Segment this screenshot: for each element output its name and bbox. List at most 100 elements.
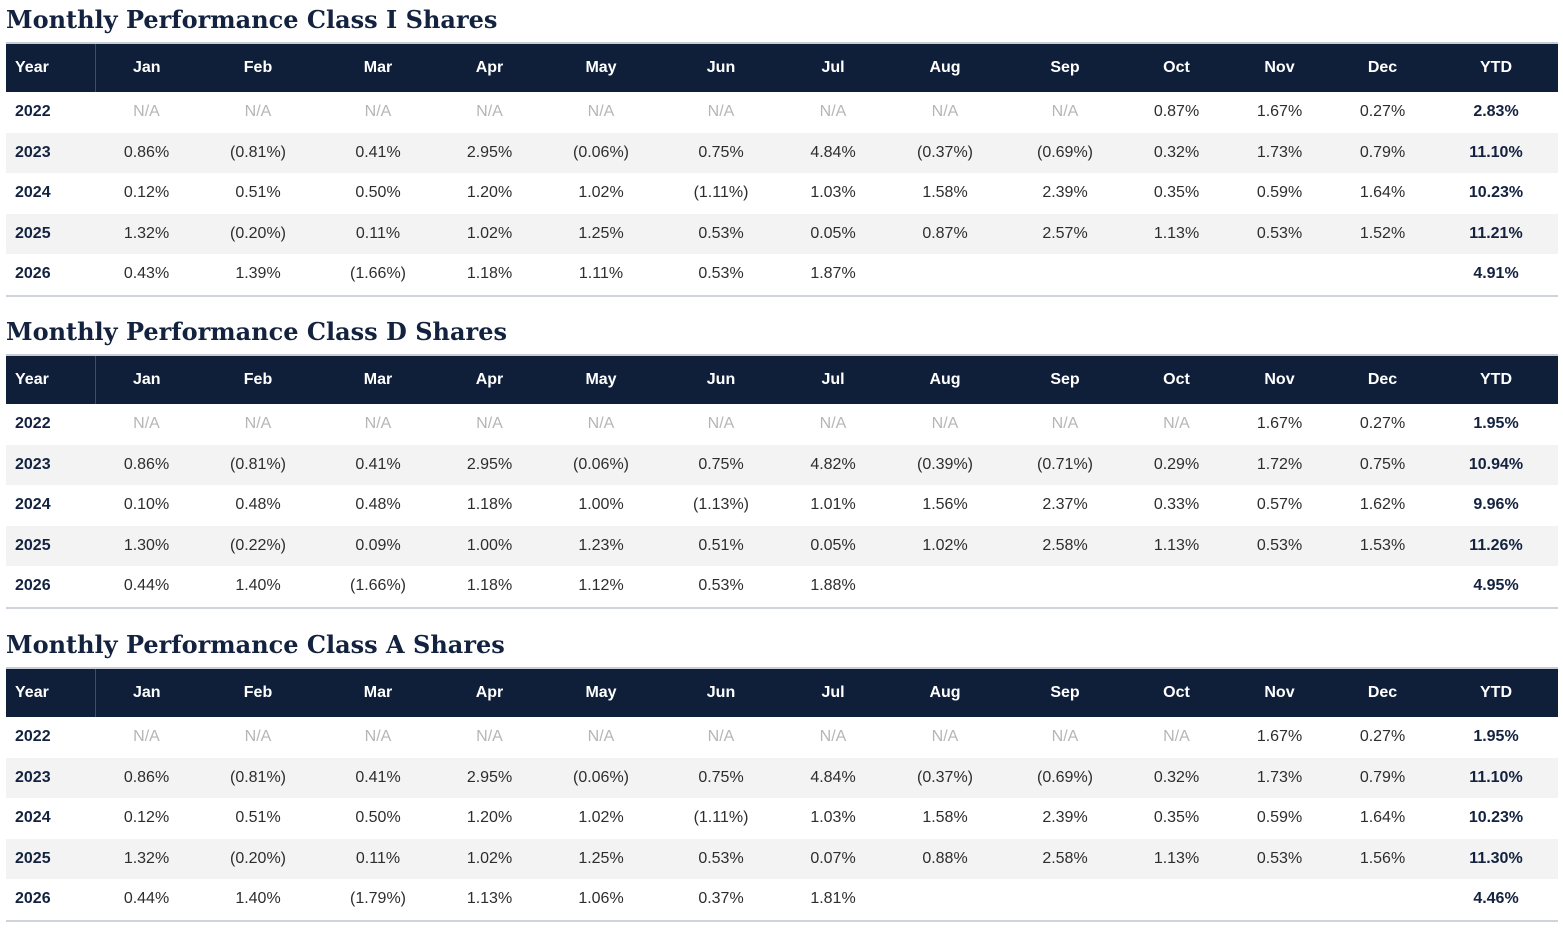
column-header-apr: Apr <box>438 668 541 717</box>
month-cell: N/A <box>244 728 272 746</box>
month-cell: N/A <box>476 415 503 433</box>
section-title: Monthly Performance Class D Shares <box>6 317 507 346</box>
month-cell: 0.29% <box>1125 444 1228 485</box>
table-row: 2023 0.86% (0.81%) 0.41% 2.95% (0.06%) 0.75% 4.… <box>6 757 1558 798</box>
month-cell <box>1331 254 1434 296</box>
column-header-dec: Dec <box>1331 355 1434 404</box>
month-cell: N/A <box>587 103 615 121</box>
month-cell: N/A <box>476 728 503 746</box>
month-cell: 1.58% <box>922 184 968 202</box>
month-cell: N/A <box>244 103 272 121</box>
column-header-year: Year <box>6 355 96 404</box>
column-header-aug: Aug <box>885 355 1005 404</box>
month-cell: 0.41% <box>318 444 438 485</box>
column-header-apr: Apr <box>438 43 541 92</box>
month-cell: 0.88% <box>885 838 1005 879</box>
month-cell: N/A <box>1163 728 1190 746</box>
month-cell: (1.13%) <box>692 496 750 514</box>
performance-table: Year Jan Feb Mar Apr May Jun Jul Aug Sep Oct Nov Dec… <box>6 42 1558 297</box>
month-cell: 2.95% <box>438 757 541 798</box>
column-header-oct: Oct <box>1125 43 1228 92</box>
column-header-oct: Oct <box>1125 668 1228 717</box>
month-cell: 0.86% <box>95 757 198 798</box>
month-cell: 0.05% <box>781 525 885 566</box>
month-cell: 0.51% <box>235 809 281 827</box>
month-cell: (0.69%) <box>1005 757 1125 798</box>
month-cell: 0.53% <box>1228 838 1331 879</box>
column-header-dec: Dec <box>1331 43 1434 92</box>
column-header-nov: Nov <box>1228 43 1331 92</box>
month-cell: 0.53% <box>1228 213 1331 254</box>
month-cell: (0.37%) <box>885 757 1005 798</box>
column-header-mar: Mar <box>318 43 438 92</box>
year-cell: 2026 <box>15 577 51 595</box>
table-row: 2024 0.10% 0.48% 0.48% 1.18% 1.00% (1.13%) 1.01… <box>6 485 1558 526</box>
month-cell: 1.12% <box>578 577 624 595</box>
month-cell: 0.75% <box>1331 444 1434 485</box>
month-cell: 1.01% <box>810 496 856 514</box>
month-cell: 2.39% <box>1042 809 1088 827</box>
ytd-cell: 1.95% <box>1473 415 1519 433</box>
month-cell: 1.64% <box>1359 184 1406 202</box>
month-cell: 1.53% <box>1331 525 1434 566</box>
month-cell: 1.18% <box>466 265 513 283</box>
month-cell: 1.13% <box>466 890 513 908</box>
column-header-ytd: YTD <box>1434 668 1558 717</box>
column-header-oct: Oct <box>1125 355 1228 404</box>
month-cell <box>1331 879 1434 921</box>
column-header-jan: Jan <box>95 668 198 717</box>
month-cell: 1.23% <box>541 525 661 566</box>
month-cell: N/A <box>587 728 615 746</box>
month-cell: 0.53% <box>661 213 781 254</box>
column-header-year: Year <box>6 43 96 92</box>
table-row: 2025 1.32% (0.20%) 0.11% 1.02% 1.25% 0.53% 0.07… <box>6 838 1558 879</box>
ytd-cell: 11.21% <box>1434 213 1558 254</box>
month-cell: 1.30% <box>95 525 198 566</box>
month-cell: 1.40% <box>235 890 281 908</box>
year-cell: 2024 <box>15 496 51 514</box>
month-cell: 0.27% <box>1359 103 1406 121</box>
column-header-mar: Mar <box>318 355 438 404</box>
month-cell <box>1228 879 1331 921</box>
month-cell: 0.57% <box>1256 496 1303 514</box>
column-header-dec: Dec <box>1331 668 1434 717</box>
column-header-sep: Sep <box>1005 43 1125 92</box>
month-cell: 2.95% <box>438 444 541 485</box>
month-cell: N/A <box>1051 728 1079 746</box>
year-cell: 2025 <box>6 838 95 879</box>
month-cell: (0.06%) <box>541 757 661 798</box>
table-row: 2023 0.86% (0.81%) 0.41% 2.95% (0.06%) 0.75% 4.… <box>6 444 1558 485</box>
column-header-ytd: YTD <box>1434 43 1558 92</box>
month-cell: 1.52% <box>1331 213 1434 254</box>
month-cell <box>885 254 1005 296</box>
month-cell: 0.27% <box>1359 728 1406 746</box>
column-header-aug: Aug <box>885 668 1005 717</box>
month-cell: 2.39% <box>1042 184 1088 202</box>
month-cell: 1.73% <box>1228 132 1331 173</box>
year-cell: 2025 <box>6 525 95 566</box>
month-cell: 2.58% <box>1005 525 1125 566</box>
month-cell: 1.18% <box>466 496 513 514</box>
month-cell: 1.25% <box>541 213 661 254</box>
month-cell: (0.39%) <box>885 444 1005 485</box>
column-header-sep: Sep <box>1005 668 1125 717</box>
month-cell: 1.06% <box>578 890 624 908</box>
performance-table: Year Jan Feb Mar Apr May Jun Jul Aug Sep Oct Nov Dec… <box>6 667 1558 922</box>
month-cell: 0.48% <box>355 496 401 514</box>
month-cell: (1.11%) <box>693 809 749 827</box>
month-cell: N/A <box>133 415 160 433</box>
month-cell: N/A <box>364 728 392 746</box>
month-cell: 1.67% <box>1256 728 1303 746</box>
ytd-cell: 11.10% <box>1434 757 1558 798</box>
month-cell <box>885 879 1005 921</box>
performance-table: Year Jan Feb Mar Apr May Jun Jul Aug Sep Oct Nov Dec… <box>6 354 1558 609</box>
month-cell: 0.53% <box>661 838 781 879</box>
month-cell: 0.44% <box>123 577 170 595</box>
month-cell: 1.13% <box>1125 838 1228 879</box>
month-cell: 2.58% <box>1005 838 1125 879</box>
month-cell: 1.13% <box>1125 213 1228 254</box>
table-row: 2022 N/A N/A N/A N/A N/A N/A N/A N/A N/A N/A 1.67% 0… <box>6 717 1558 758</box>
month-cell: (0.22%) <box>198 525 318 566</box>
month-cell: N/A <box>476 103 503 121</box>
month-cell <box>1228 566 1331 608</box>
